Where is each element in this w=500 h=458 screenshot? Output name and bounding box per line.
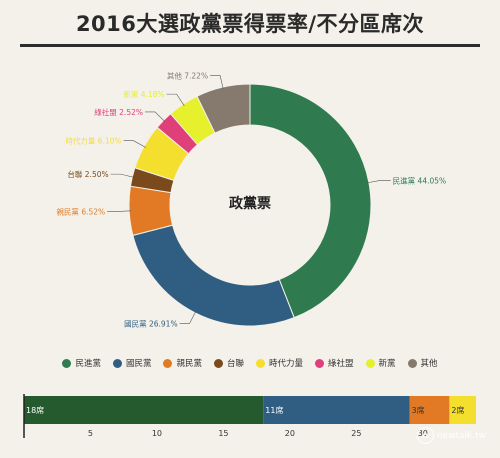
legend-swatch <box>315 358 325 368</box>
slice-leader-line <box>366 179 391 184</box>
newtalk-watermark: n newtalk.tw <box>416 427 486 444</box>
slice-leader-line <box>123 140 146 148</box>
slice-label: 其他 7.22% <box>167 70 208 80</box>
donut-center-label: 政黨票 <box>229 195 271 212</box>
legend-label: 台聯 <box>226 359 244 369</box>
slice-label: 親民黨 6.52% <box>56 207 105 217</box>
slice-label: 時代力量 6.10% <box>65 136 121 146</box>
seat-bar-segment <box>263 396 410 424</box>
legend-label: 國民黨 <box>125 359 152 369</box>
legend-label: 新黨 <box>378 359 396 369</box>
donut-slice <box>196 83 251 134</box>
slice-label: 民進黨 44.05% <box>393 175 446 185</box>
legend-swatch <box>407 358 417 368</box>
legend-item-dpp: 民進黨 <box>62 357 101 369</box>
slice-leader-line <box>110 173 135 178</box>
legend-label: 綠社盟 <box>328 359 354 369</box>
donut-slice <box>249 83 372 319</box>
bar-tick-label: 10 <box>152 429 162 438</box>
slice-leader-line <box>166 93 185 106</box>
legend-item-gsa: 綠社盟 <box>315 357 354 369</box>
seat-bar-segment <box>449 396 476 424</box>
legend-item-pfp: 親民黨 <box>163 357 202 369</box>
legend-swatch <box>62 358 72 368</box>
chart-title: 2016大選政黨票得票率/不分區席次 <box>75 12 425 36</box>
seat-bar-segment <box>24 396 264 424</box>
slice-label: 台聯 2.50% <box>67 169 108 179</box>
title-divider <box>20 44 480 47</box>
bar-tick-label: 5 <box>88 429 93 438</box>
bar-tick-label: 20 <box>285 429 295 438</box>
slice-label: 國民黨 26.91% <box>124 318 177 328</box>
seat-allocation-bar-chart: 18席 11席 3席 2席 5 10 15 20 25 30 <box>23 394 476 438</box>
legend-swatch <box>112 358 122 368</box>
slice-leader-line <box>107 210 132 212</box>
legend-swatch <box>256 358 265 368</box>
seat-bar-label: 11席 <box>265 405 283 415</box>
legend-item-kmt: 國民黨 <box>112 357 152 369</box>
legend-label: 民進黨 <box>75 359 101 369</box>
bar-tick-label: 25 <box>351 429 361 438</box>
seat-bar-label: 18席 <box>26 405 44 415</box>
legend-item-tsu: 台聯 <box>213 357 244 369</box>
watermark-text: newtalk.tw <box>436 430 486 441</box>
seat-bar-label: 2席 <box>451 405 464 415</box>
newtalk-logo-icon: n <box>416 427 434 444</box>
bar-tick-label: 15 <box>218 429 228 438</box>
slice-label: 綠社盟 2.52% <box>94 107 143 117</box>
legend-label: 其他 <box>420 359 438 369</box>
legend-item-other: 其他 <box>407 357 438 369</box>
vote-share-donut-chart: 民進黨 44.05% 國民黨 26.91% 親民黨 6.52% 台聯 2.50% 時代力… <box>56 70 446 328</box>
donut-slice <box>132 224 295 327</box>
slice-label: 新黨 4.18% <box>123 89 164 99</box>
legend-swatch <box>365 358 375 368</box>
legend-item-npp: 時代力量 <box>256 357 303 369</box>
legend-label: 親民黨 <box>176 359 202 369</box>
legend-swatch <box>163 358 173 368</box>
legend-label: 時代力量 <box>269 359 304 369</box>
chart-legend: 民進黨 國民黨 親民黨 台聯 時代力量 綠社盟 新黨 其他 <box>0 357 500 369</box>
slice-leader-line <box>210 75 224 90</box>
seat-bar-segment <box>409 396 450 424</box>
slice-leader-line <box>179 310 197 324</box>
legend-item-np: 新黨 <box>365 357 396 369</box>
slice-leader-line <box>145 111 166 122</box>
seat-bar-label: 3席 <box>412 405 425 415</box>
legend-swatch <box>213 358 223 368</box>
